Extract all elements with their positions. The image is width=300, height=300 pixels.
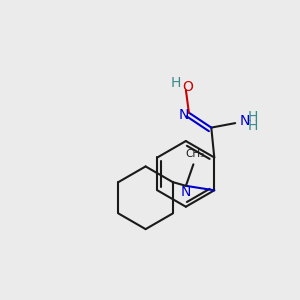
Text: H: H [247,110,257,124]
Text: N: N [240,114,250,128]
Text: H: H [170,76,181,90]
Text: O: O [182,80,193,94]
Text: N: N [178,108,189,122]
Text: H: H [247,119,257,133]
Text: CH₃: CH₃ [185,149,205,159]
Text: N: N [181,185,191,200]
